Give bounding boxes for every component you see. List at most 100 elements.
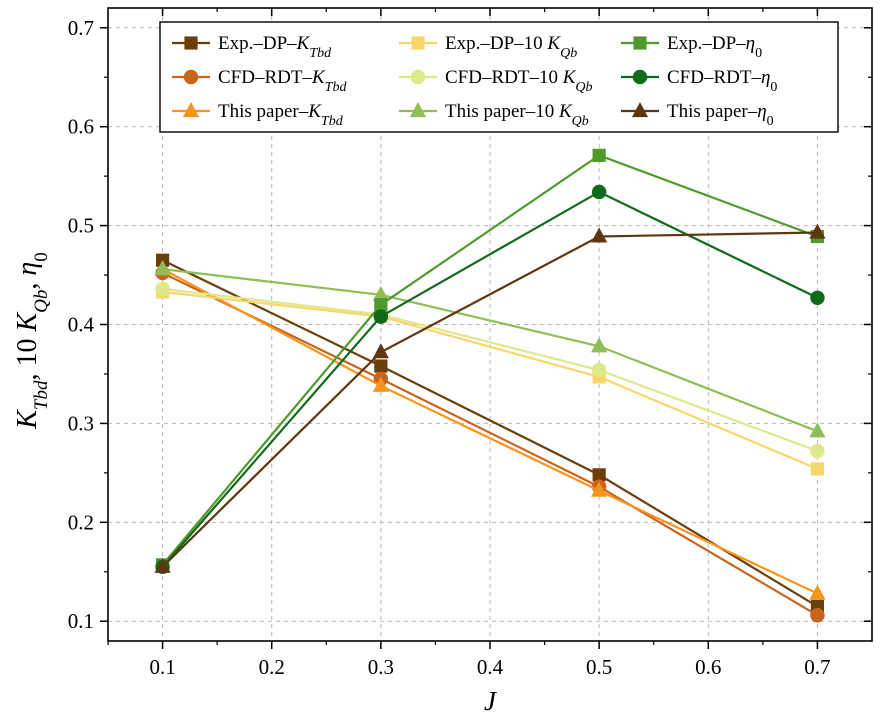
y-tick-label: 0.5 — [68, 214, 94, 238]
legend-item: Exp.–DP–KTbd — [172, 33, 332, 61]
legend-label-part: K — [307, 101, 322, 122]
legend-label-part: 0 — [767, 114, 774, 129]
data-point — [809, 223, 826, 239]
legend-item: CFD–RDT–η0 — [621, 67, 777, 95]
x-tick-label: 0.6 — [695, 655, 721, 679]
legend-label-part: Qb — [560, 46, 577, 61]
x-tick-label: 0.4 — [477, 655, 504, 679]
y-tick-label: 0.1 — [68, 609, 94, 633]
data-point — [809, 422, 826, 438]
legend-label-part: Exp.–DP–10 — [445, 33, 547, 54]
data-point — [374, 298, 388, 312]
data-point — [810, 443, 825, 459]
data-point — [155, 281, 170, 297]
data-point — [591, 337, 608, 353]
y-axis-title: KTbd, 10 KQb, η0 — [12, 252, 52, 430]
x-axis-title: J — [484, 686, 498, 716]
legend-label-part: Tbd — [325, 80, 348, 95]
data-point — [810, 462, 825, 476]
legend-label-part: This paper–10 — [445, 101, 559, 122]
y-axis-title-part: Tbd — [31, 380, 52, 410]
legend-label-part: K — [562, 67, 577, 88]
series-line — [162, 268, 818, 433]
series-7 — [155, 184, 825, 575]
data-point — [372, 343, 389, 359]
legend-label: Exp.–DP–KTbd — [218, 33, 332, 61]
data-point — [154, 557, 171, 573]
legend-label-part: This paper– — [218, 101, 309, 122]
data-point — [809, 584, 826, 600]
legend-label-part: Qb — [572, 114, 589, 129]
data-point — [373, 309, 389, 324]
y-axis-title-part: , — [12, 276, 43, 290]
legend-label: CFD–RDT–η0 — [667, 67, 777, 95]
y-axis-title-part: , 10 — [12, 332, 43, 381]
legend-label-part: 0 — [770, 80, 777, 95]
legend-item: CFD–RDT–KTbd — [172, 67, 347, 95]
legend-label-part: Tbd — [321, 114, 344, 129]
series-line — [162, 290, 818, 470]
legend-swatch-marker — [410, 69, 426, 85]
legend-swatch-marker — [183, 69, 199, 85]
legend-label: This paper–10 KQb — [445, 101, 589, 129]
y-axis-title-part: 0 — [31, 252, 52, 262]
data-point — [372, 285, 389, 301]
legend-label: Exp.–DP–10 KQb — [445, 33, 577, 61]
data-point — [810, 608, 825, 623]
legend-swatch-marker — [182, 102, 200, 118]
series-5 — [154, 260, 826, 438]
plot-series — [154, 148, 826, 623]
legend-label-part: CFD–RDT–10 — [445, 67, 563, 88]
legend-swatch-marker — [632, 69, 648, 85]
legend-label-part: CFD–RDT– — [218, 67, 312, 88]
data-point — [592, 468, 606, 482]
data-point — [591, 227, 608, 243]
data-point — [154, 260, 171, 276]
legend-label-part: η — [746, 33, 755, 54]
legend-box — [159, 21, 839, 133]
x-tick-label: 0.3 — [368, 655, 394, 679]
y-tick-label: 0.7 — [68, 16, 94, 40]
data-point — [810, 290, 825, 306]
y-tick-label: 0.6 — [68, 115, 94, 139]
legend-label-part: K — [558, 101, 573, 122]
series-8 — [154, 223, 826, 573]
series-line — [162, 259, 818, 608]
data-point — [591, 362, 607, 378]
series-line — [162, 287, 818, 453]
series-line — [162, 272, 818, 617]
y-axis-title-part: K — [12, 312, 43, 333]
legend-label-part: K — [296, 33, 311, 54]
legend-label-part: Qb — [575, 80, 592, 95]
series-line — [161, 154, 818, 566]
legend-label-part: K — [546, 33, 561, 54]
legend-label-part: η — [761, 67, 770, 88]
y-tick-label: 0.4 — [68, 313, 95, 337]
legend-swatch-marker — [409, 102, 427, 118]
legend-label-part: CFD–RDT– — [667, 67, 761, 88]
legend-swatch-marker — [631, 102, 649, 118]
legend-swatch-marker — [411, 36, 425, 50]
y-tick-label: 0.2 — [68, 510, 94, 534]
data-point — [374, 359, 388, 373]
x-tick-label: 0.5 — [586, 655, 612, 679]
legend-item: Exp.–DP–η0 — [621, 33, 762, 61]
legend-label-part: Tbd — [309, 46, 332, 61]
y-axis-title-part: K — [12, 409, 43, 430]
data-point — [591, 481, 608, 497]
data-point — [372, 376, 389, 392]
legend-label-part: Exp.–DP– — [667, 33, 746, 54]
legend-label: Exp.–DP–η0 — [667, 33, 762, 61]
data-point — [591, 184, 607, 200]
y-axis-title-part: η — [12, 262, 43, 276]
legend-label: This paper–KTbd — [218, 101, 344, 129]
legend-item: CFD–RDT–10 KQb — [399, 67, 593, 95]
legend-label: CFD–RDT–10 KQb — [445, 67, 593, 95]
legend-swatch-marker — [184, 36, 198, 50]
legend-label-part: This paper– — [667, 101, 758, 122]
series-line — [161, 231, 818, 568]
x-tick-label: 0.7 — [804, 655, 830, 679]
legend-item: Exp.–DP–10 KQb — [399, 33, 577, 61]
